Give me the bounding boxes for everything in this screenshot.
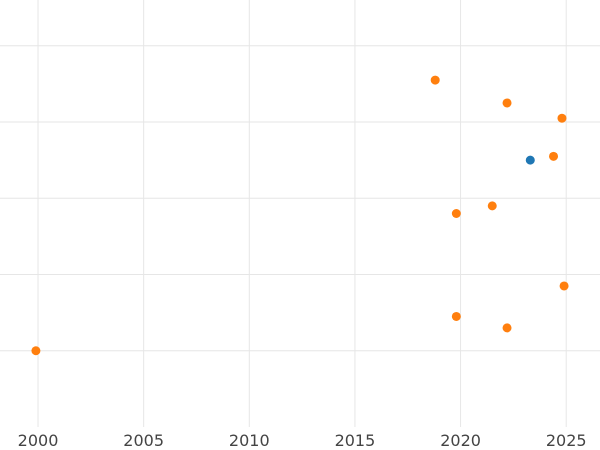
data-point-s1-6 — [559, 281, 569, 291]
x-tick-label-2010: 2010 — [229, 431, 270, 450]
data-point-s1-5 — [451, 209, 461, 218]
data-point-s1-4 — [487, 201, 497, 211]
data-point-s1-9 — [31, 346, 41, 356]
grid-lines — [0, 0, 600, 427]
data-point-s1-2 — [557, 113, 567, 123]
x-tick-label-2025: 2025 — [546, 431, 587, 450]
x-tick-label-2020: 2020 — [440, 431, 481, 450]
data-point-s1-8 — [502, 323, 512, 333]
data-point-s1-0 — [430, 75, 440, 85]
data-points — [31, 75, 569, 356]
data-point-s1-1 — [502, 98, 512, 108]
data-point-s0-0 — [525, 155, 535, 165]
x-tick-label-2000: 2000 — [18, 431, 59, 450]
x-tick-label-2005: 2005 — [123, 431, 164, 450]
data-point-s1-3 — [549, 151, 559, 161]
x-axis-tick-labels: 2000 2005 2010 2015 2020 2025 — [18, 431, 587, 450]
data-point-s1-7 — [451, 311, 461, 321]
x-tick-label-2015: 2015 — [335, 431, 376, 450]
